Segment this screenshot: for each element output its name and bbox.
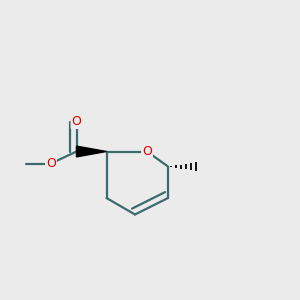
Text: O: O (72, 115, 81, 128)
Text: O: O (46, 157, 56, 170)
Text: O: O (142, 145, 152, 158)
Polygon shape (76, 146, 106, 157)
